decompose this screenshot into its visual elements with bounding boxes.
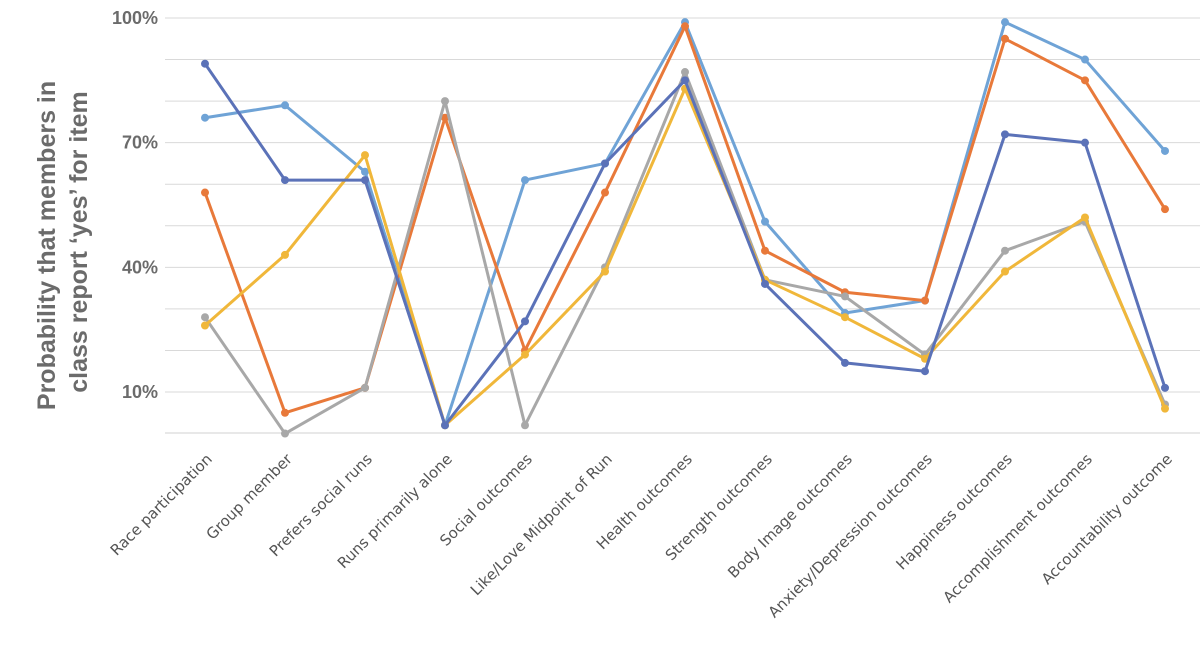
data-point — [281, 429, 289, 438]
data-point — [201, 188, 209, 197]
data-point — [361, 176, 369, 185]
data-point — [601, 267, 609, 276]
y-axis-title: Probability that members in class report… — [33, 74, 93, 410]
data-point — [841, 313, 849, 322]
data-point — [761, 279, 769, 288]
data-point — [1001, 34, 1009, 43]
y-tick-label: 70% — [122, 133, 158, 153]
data-point — [1081, 55, 1089, 64]
data-point — [761, 246, 769, 255]
series-line — [203, 87, 1167, 427]
data-point — [681, 68, 689, 77]
data-point — [281, 408, 289, 417]
data-point — [601, 188, 609, 197]
data-point — [761, 217, 769, 226]
series-3 — [201, 68, 1169, 438]
y-tick-label: 100% — [112, 8, 158, 28]
x-tick-label: Race participation — [107, 450, 216, 559]
data-point — [1001, 130, 1009, 139]
data-point — [1081, 76, 1089, 85]
data-point — [521, 421, 529, 430]
data-point — [521, 350, 529, 359]
data-point — [441, 97, 449, 106]
data-point — [201, 321, 209, 330]
data-point — [681, 22, 689, 31]
data-point — [1081, 213, 1089, 222]
x-tick-label: Anxiety/Depression outcomes — [765, 450, 936, 621]
series-lines — [201, 18, 1169, 438]
data-point — [921, 296, 929, 305]
data-point — [1081, 138, 1089, 147]
data-point — [1001, 18, 1009, 27]
x-tick-label: Accountability outcome — [1038, 450, 1176, 588]
data-point — [1001, 267, 1009, 276]
data-point — [361, 167, 369, 176]
y-tick-label: 40% — [122, 257, 158, 277]
data-point — [281, 250, 289, 259]
data-point — [201, 113, 209, 122]
y-tick-label: 10% — [122, 382, 158, 402]
gridlines — [165, 17, 1200, 434]
series-5 — [201, 59, 1169, 430]
data-point — [1161, 383, 1169, 392]
data-point — [521, 317, 529, 326]
data-point — [841, 358, 849, 367]
data-point — [841, 292, 849, 301]
data-point — [1001, 246, 1009, 255]
data-point — [441, 113, 449, 122]
data-point — [201, 59, 209, 68]
data-point — [521, 176, 529, 185]
data-point — [921, 367, 929, 376]
data-point — [361, 383, 369, 392]
data-point — [1161, 146, 1169, 155]
data-point — [601, 159, 609, 168]
y-axis-ticks: 10% 40% 70% 100% — [112, 8, 158, 402]
data-point — [281, 176, 289, 185]
data-point — [1161, 205, 1169, 214]
x-tick-label: Group member — [203, 450, 297, 544]
data-point — [441, 421, 449, 430]
data-point — [681, 76, 689, 85]
data-point — [1161, 404, 1169, 413]
data-point — [361, 151, 369, 160]
x-tick-label: Like/Love Midpoint of Run — [467, 450, 616, 599]
y-axis-title-line-1: Probability that members in — [33, 81, 61, 410]
y-axis-title-line-2: class report ‘yes’ for item — [65, 91, 93, 393]
data-point — [201, 313, 209, 322]
x-tick-label: Accomplishment outcomes — [939, 450, 1095, 606]
series-line — [203, 70, 1167, 436]
data-point — [281, 101, 289, 110]
